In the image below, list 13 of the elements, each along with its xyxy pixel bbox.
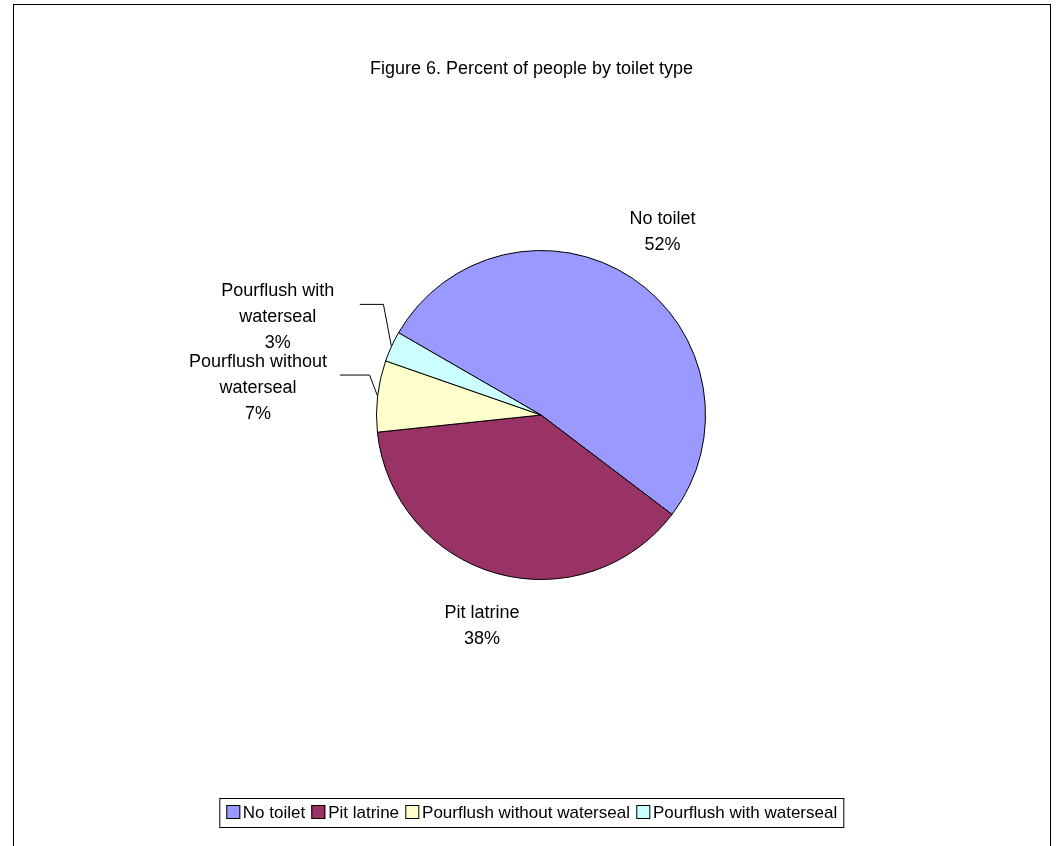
chart-title: Figure 6. Percent of people by toilet type	[368, 58, 695, 79]
legend-label: Pit latrine	[327, 803, 400, 823]
data-label: 3%	[264, 332, 291, 353]
data-label: 52%	[644, 234, 681, 255]
data-label: 7%	[245, 403, 272, 424]
slice-label: Pourflush without waterseal	[189, 351, 328, 398]
data-label: 38%	[463, 628, 500, 649]
slice-label: Pourflush with waterseal	[221, 280, 335, 327]
legend-label: Pourflush with waterseal	[651, 803, 838, 823]
legend-label: Pourflush without waterseal	[421, 803, 630, 823]
slice-label: Pit latrine	[444, 602, 520, 623]
slice-label: No toilet	[629, 208, 696, 229]
legend-label: No toilet	[241, 803, 306, 823]
